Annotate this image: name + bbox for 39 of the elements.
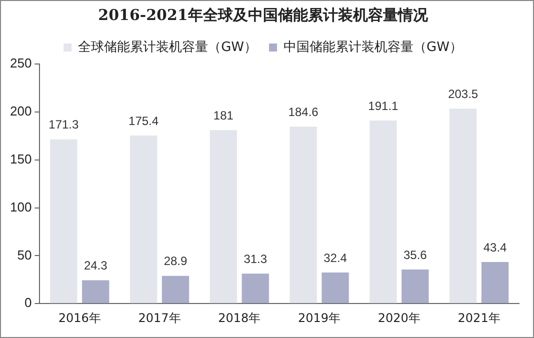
data-label: 28.9 — [164, 254, 188, 268]
x-tick-label: 2017年 — [138, 310, 181, 325]
data-label: 43.4 — [483, 240, 508, 254]
bar — [242, 274, 269, 304]
x-tick-label: 2016年 — [58, 310, 101, 325]
data-label: 175.4 — [128, 114, 159, 128]
data-label: 32.4 — [324, 250, 348, 265]
bar — [481, 262, 509, 304]
y-tick-label: 200 — [10, 104, 32, 118]
legend-label: 全球储能累计装机容量（GW） — [78, 38, 258, 55]
data-label: 184.6 — [288, 104, 319, 119]
data-label: 203.5 — [448, 86, 478, 101]
bar — [370, 120, 397, 304]
data-label: 24.3 — [84, 258, 108, 273]
bar — [322, 272, 349, 304]
bar — [162, 276, 190, 304]
x-tick-label: 2018年 — [218, 310, 261, 325]
y-tick-label: 100 — [10, 199, 32, 214]
bar — [450, 108, 477, 304]
bar — [402, 269, 429, 304]
chart-title: 2016-2021年全球及中国储能累计装机容量情况 — [98, 6, 429, 24]
y-tick-label: 50 — [17, 247, 32, 262]
y-tick-label: 150 — [10, 151, 32, 166]
bar — [130, 135, 158, 304]
x-tick-label: 2021年 — [458, 310, 500, 325]
bar — [50, 139, 78, 304]
data-label: 31.3 — [244, 252, 268, 266]
x-tick-label: 2019年 — [298, 310, 341, 325]
data-label: 191.1 — [368, 98, 399, 113]
bar — [210, 130, 238, 304]
data-label: 171.3 — [48, 118, 79, 132]
x-tick-label: 2020年 — [378, 310, 420, 325]
y-tick-label: 250 — [10, 56, 32, 71]
y-tick-label: 0 — [24, 295, 32, 310]
data-label: 181 — [213, 108, 234, 122]
data-label: 35.6 — [403, 248, 428, 262]
bar — [82, 280, 110, 304]
legend-label: 中国储能累计装机容量（GW） — [284, 38, 462, 55]
bar — [290, 126, 317, 304]
